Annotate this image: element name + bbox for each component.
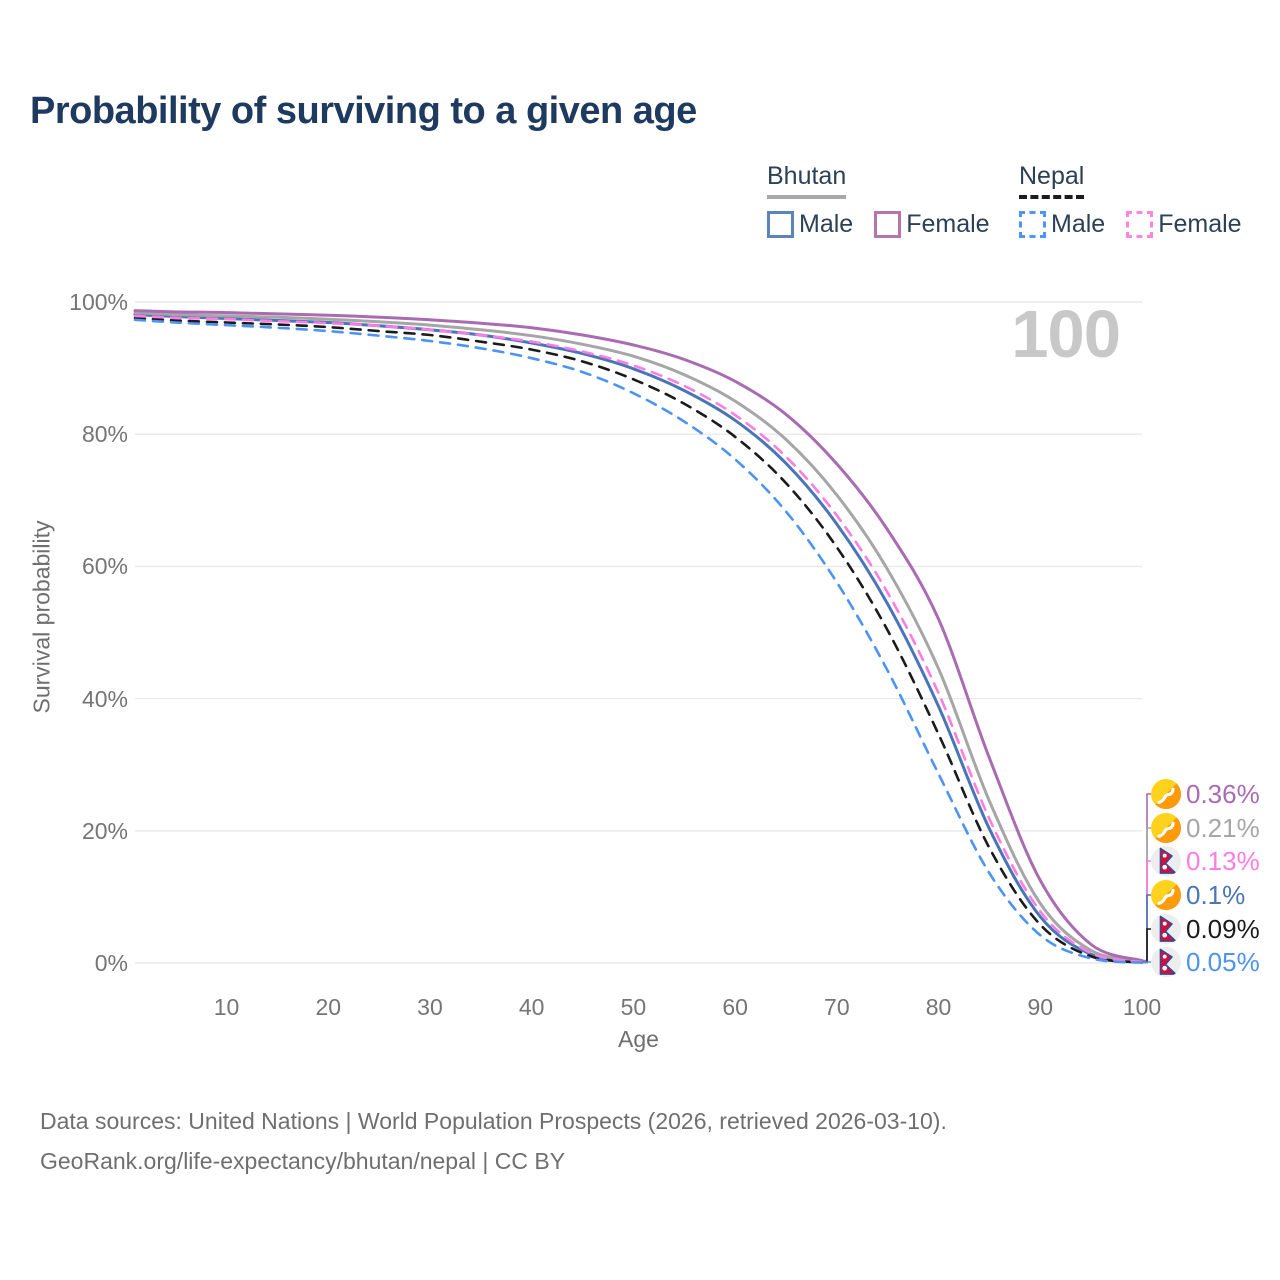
y-tick-40: 40% (81, 685, 128, 712)
end-label-bhutan-male: 0.1% (1151, 879, 1245, 911)
bhutan-flag-icon (1151, 880, 1181, 910)
legend-country-bhutan: Bhutan (767, 162, 847, 199)
series-line-nepal-both (133, 316, 1144, 964)
end-label-nepal-both: 0.09% (1151, 913, 1260, 945)
end-label-value: 0.36% (1186, 778, 1260, 809)
y-tick-60: 60% (81, 553, 128, 580)
y-tick-20: 20% (81, 817, 128, 844)
y-axis-title: Survival probability (28, 520, 55, 714)
end-label-bhutan-female: 0.36% (1151, 778, 1260, 810)
series-line-bhutan-male (133, 313, 1144, 964)
x-tick-60: 60 (722, 994, 748, 1020)
x-tick-80: 80 (925, 994, 952, 1020)
end-label-value: 0.05% (1186, 946, 1260, 977)
x-tick-50: 50 (620, 994, 647, 1020)
end-label-connector-nepal-male (1142, 961, 1151, 964)
series-line-bhutan-female (133, 309, 1144, 963)
legend-group-bhutan: Bhutan Male Female (767, 162, 1011, 239)
watermark-age-100: 100 (1011, 297, 1121, 372)
legend-country-nepal: Nepal (1019, 162, 1085, 199)
legend-label-nepal-male[interactable]: Male (1051, 210, 1106, 238)
series-line-nepal-male (133, 318, 1144, 964)
end-label-bhutan-both: 0.21% (1151, 812, 1260, 844)
x-tick-30: 30 (417, 994, 443, 1020)
legend-swatch-bhutan-male[interactable] (767, 211, 794, 238)
end-label-nepal-female: 0.13% (1151, 845, 1260, 877)
legend-label-bhutan-female[interactable]: Female (906, 210, 990, 238)
x-axis-title: Age (618, 1026, 659, 1052)
series-line-bhutan-both (133, 311, 1144, 964)
x-tick-70: 70 (824, 994, 850, 1020)
page-title: Probability of surviving to a given age (30, 90, 697, 132)
end-label-value: 0.13% (1186, 845, 1260, 876)
nepal-flag-icon (1151, 914, 1181, 944)
x-tick-40: 40 (518, 994, 545, 1020)
end-label-connector-nepal-both (1142, 928, 1151, 964)
x-tick-100: 100 (1122, 994, 1162, 1020)
end-label-nepal-male: 0.05% (1151, 946, 1260, 978)
end-label-value: 0.21% (1186, 812, 1260, 843)
legend-swatch-nepal-male[interactable] (1019, 211, 1046, 238)
footer-data-sources: Data sources: United Nations | World Pop… (40, 1108, 947, 1134)
bhutan-flag-icon (1151, 779, 1181, 809)
nepal-flag-icon (1151, 846, 1181, 876)
legend-group-nepal: Nepal Male Female (1019, 162, 1263, 239)
legend-label-bhutan-male[interactable]: Male (799, 210, 854, 238)
end-label-value: 0.1% (1186, 879, 1246, 910)
legend-swatch-nepal-female[interactable] (1126, 211, 1154, 238)
legend-label-nepal-female[interactable]: Female (1158, 210, 1242, 238)
footer-attribution: GeoRank.org/life-expectancy/bhutan/nepal… (40, 1148, 566, 1174)
x-tick-90: 90 (1027, 994, 1054, 1020)
y-tick-80: 80% (81, 421, 128, 448)
end-label-value: 0.09% (1186, 913, 1260, 944)
nepal-flag-icon (1151, 947, 1181, 977)
x-tick-20: 20 (315, 994, 342, 1020)
y-tick-0: 0% (94, 950, 128, 976)
bhutan-flag-icon (1151, 813, 1181, 843)
y-tick-100: 100% (69, 289, 128, 315)
legend-swatch-bhutan-female[interactable] (874, 211, 902, 238)
series-line-nepal-female (133, 314, 1144, 964)
footer: Data sources: United Nations | World Pop… (40, 1101, 947, 1181)
x-tick-10: 10 (213, 994, 240, 1020)
